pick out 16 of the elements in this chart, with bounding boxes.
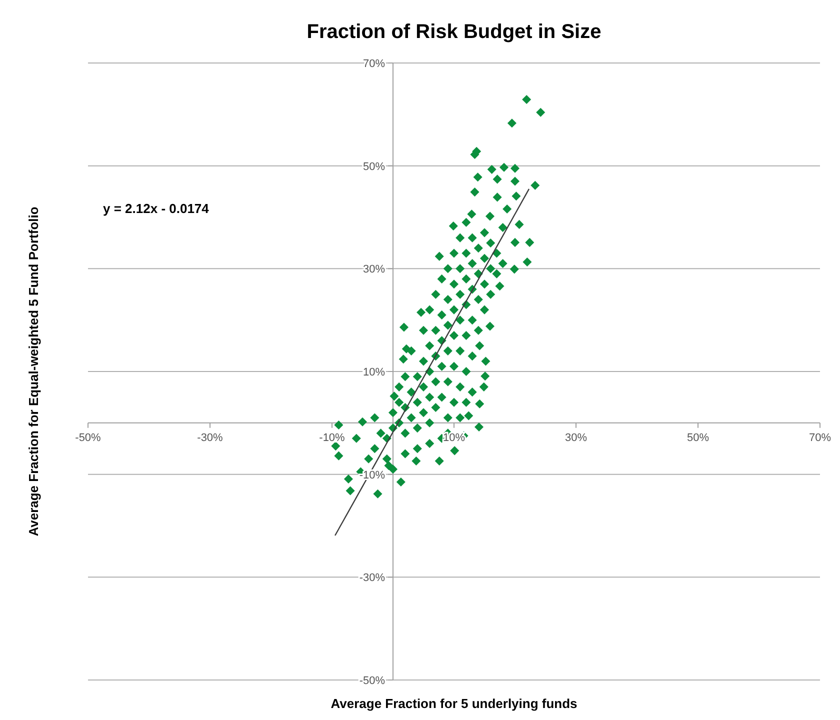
y-tick-label: 50% [362,160,386,173]
y-tick-label: -50% [359,675,386,687]
y-tick-label: 10% [362,366,386,378]
annotation: y = 2.12x - 0.0174 [103,201,210,216]
y-tick-label: -30% [359,572,386,584]
x-axis-title: Average Fraction for 5 underlying funds [330,696,578,711]
y-axis-title: Average Fraction for Equal-weighted 5 Fund Portfolio [26,206,41,536]
x-tick-label: 70% [808,432,832,444]
x-tick-label: 50% [686,432,710,444]
y-tick-label: 70% [362,58,386,70]
y-tick-label: 30% [362,264,386,276]
x-tick-label: -50% [75,432,102,444]
x-tick-label: -30% [197,432,224,444]
x-tick-label: -10% [319,432,346,444]
chart-title: Fraction of Risk Budget in Size [306,21,602,43]
x-tick-label: 30% [564,432,588,444]
